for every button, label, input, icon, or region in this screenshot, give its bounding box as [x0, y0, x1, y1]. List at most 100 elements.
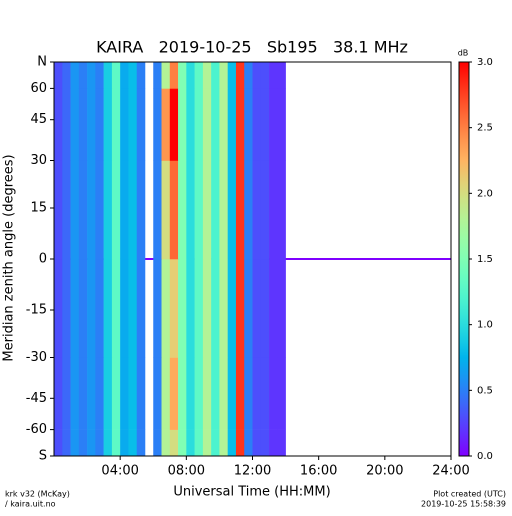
y-axis-label: Meridian zenith angle (degrees) [2, 154, 17, 361]
heatmap-cell [120, 357, 129, 430]
heatmap-cell [260, 160, 270, 260]
heatmap-cell [95, 160, 104, 260]
y-tick-label: -15 [26, 302, 47, 317]
heatmap-cell [161, 62, 171, 89]
heatmap-cell [78, 259, 88, 358]
heatmap-cell [136, 88, 146, 161]
x-tick-label: 04:00 [101, 464, 138, 479]
heatmap-cell [169, 160, 179, 260]
footer-text: / kaira.uit.no [5, 500, 56, 509]
heatmap-cell [103, 88, 113, 161]
heatmap-cell [235, 357, 245, 430]
heatmap-cell [87, 160, 96, 260]
heatmap-cell [252, 88, 262, 161]
heatmap-cell [219, 259, 228, 358]
heatmap-cell [78, 88, 88, 161]
heatmap-cell [78, 357, 88, 430]
heatmap-cell [178, 62, 187, 89]
heatmap-cell [103, 357, 113, 430]
y-tick-label: 60 [30, 81, 47, 96]
heatmap-cell [178, 259, 187, 358]
x-tick-label: 20:00 [366, 464, 403, 479]
heatmap-cell [219, 62, 228, 89]
heatmap-cell [62, 160, 71, 260]
heatmap-cell [277, 357, 286, 430]
x-tick-label: 16:00 [300, 464, 337, 479]
colorbar-tick-label: 1.5 [477, 254, 493, 265]
heatmap-cell [153, 357, 162, 430]
heatmap-cell [70, 259, 80, 358]
heatmap-cell [78, 429, 88, 457]
heatmap-cell [186, 88, 195, 161]
heatmap-cell [219, 429, 228, 457]
heatmap-cell [128, 429, 138, 457]
heatmap-cell [87, 429, 96, 457]
y-tick-label: 15 [30, 201, 47, 216]
heatmap-cell [227, 357, 237, 430]
heatmap-cell [252, 357, 262, 430]
colorbar [458, 61, 470, 457]
heatmap-cell [70, 357, 80, 430]
heatmap-cell [95, 62, 104, 89]
colorbar-tick-label: 0.0 [477, 451, 493, 462]
heatmap-cell [219, 88, 228, 161]
y-tick-label: -60 [26, 422, 47, 437]
heatmap-cell [136, 429, 146, 457]
heatmap-cell [111, 160, 121, 260]
heatmap-cell [169, 88, 179, 161]
heatmap-cell [103, 259, 113, 358]
heatmap-cell [54, 429, 63, 457]
x-tick-label: 12:00 [234, 464, 271, 479]
y-tick-label: 0 [39, 252, 47, 267]
heatmap-cell [186, 62, 195, 89]
heatmap-cell [269, 160, 278, 260]
heatmap-cell [269, 259, 278, 358]
heatmap-cell [153, 62, 162, 89]
heatmap-cell [202, 88, 212, 161]
heatmap-cell [211, 160, 220, 260]
heatmap-cell [194, 88, 204, 161]
heatmap-cell [78, 62, 88, 89]
heatmap-cell [111, 88, 121, 161]
heatmap-cell [269, 62, 278, 89]
heatmap-cell [252, 259, 262, 358]
colorbar-tick-label: 3.0 [477, 57, 493, 68]
heatmap-cell [244, 357, 253, 430]
heatmap-cell [260, 429, 270, 457]
heatmap-cell [54, 88, 63, 161]
heatmap-cell [70, 160, 80, 260]
heatmap-cell [161, 88, 171, 161]
heatmap-cell [211, 357, 220, 430]
heatmap-cell [235, 429, 245, 457]
heatmap-cell [87, 259, 96, 358]
heatmap-cell [120, 259, 129, 358]
heatmap-cell [95, 88, 104, 161]
heatmap-cell [194, 160, 204, 260]
colorbar-label: dB [458, 49, 469, 58]
colorbar-tick-label: 1.0 [477, 320, 493, 331]
heatmap-cell [260, 259, 270, 358]
heatmap-cell [54, 62, 63, 89]
heatmap-cell [186, 357, 195, 430]
heatmap-cell [260, 357, 270, 430]
heatmap-cell [178, 357, 187, 430]
heatmap-cell [136, 62, 146, 89]
heatmap-cell [62, 62, 71, 89]
heatmap-cell [153, 429, 162, 457]
heatmap-cell [111, 429, 121, 457]
heatmap-cell [178, 88, 187, 161]
heatmap-cell [95, 259, 104, 358]
footer-text: krk v32 (McKay) [5, 490, 70, 499]
heatmap-cell [235, 62, 245, 89]
heatmap-cell [54, 357, 63, 430]
heatmap-cell [211, 429, 220, 457]
heatmap-cell [136, 357, 146, 430]
heatmap-cell [227, 160, 237, 260]
heatmap-cell [95, 429, 104, 457]
heatmap-cell [211, 88, 220, 161]
heatmap-cell [194, 62, 204, 89]
heatmap-cell [161, 160, 171, 260]
heatmap-cell [219, 357, 228, 430]
heatmap-cell [202, 429, 212, 457]
